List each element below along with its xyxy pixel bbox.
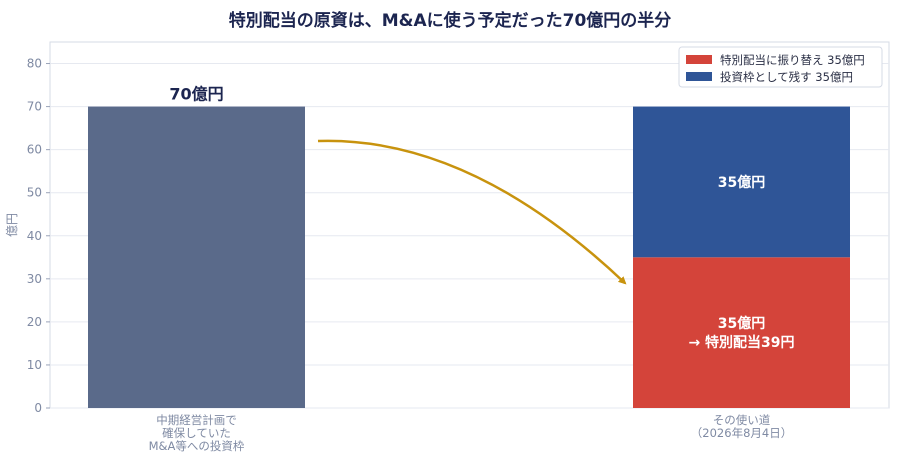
y-tick-label: 80 — [27, 57, 42, 71]
x-category-label: 確保していた — [162, 426, 231, 440]
y-tick-label: 50 — [27, 186, 42, 200]
chart-title: 特別配当の原資は、M&Aに使う予定だった70億円の半分 — [229, 10, 672, 31]
y-tick-label: 0 — [34, 401, 42, 415]
y-axis-label: 億円 — [5, 213, 19, 237]
y-tick-label: 60 — [27, 143, 42, 157]
transfer-arrow — [317, 139, 627, 285]
bars: 70億円 35億円 → 特別配当39円 35億円 — [88, 85, 850, 409]
legend-swatch — [686, 72, 712, 81]
y-tick-label: 40 — [27, 229, 42, 243]
x-category-label: その使い道 — [713, 413, 771, 427]
x-category-label: M&A等への投資枠 — [149, 439, 245, 453]
y-tick-label: 70 — [27, 100, 42, 114]
y-tick-label: 20 — [27, 315, 42, 329]
legend-box — [678, 46, 883, 88]
bar — [88, 106, 305, 409]
x-category-label: 中期経営計画で — [156, 413, 237, 427]
legend-swatch — [686, 55, 712, 64]
legend-label: 特別配当に振り替え 35億円 — [720, 53, 865, 67]
segment-label: 35億円 — [718, 174, 765, 191]
segment-label: → 特別配当39円 — [688, 334, 794, 351]
legend-label: 投資枠として残す 35億円 — [720, 70, 853, 84]
stacked-segment — [633, 106, 850, 258]
y-tick-label: 10 — [27, 358, 42, 372]
segment-label: 35億円 — [718, 315, 765, 332]
x-category-label: （2026年8月4日） — [691, 426, 792, 440]
y-tick-label: 30 — [27, 272, 42, 286]
y-axis: 0 10 20 30 40 50 60 70 80 — [27, 57, 50, 415]
stacked-segment — [633, 257, 850, 408]
bar-value-label: 70億円 — [169, 85, 223, 104]
